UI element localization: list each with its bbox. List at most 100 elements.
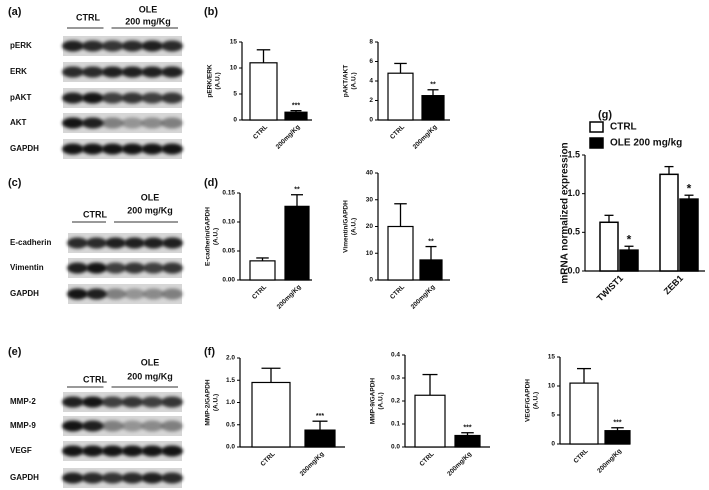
x-tick-label: 200mg/Kg <box>299 451 326 478</box>
blot-band <box>121 445 144 457</box>
blot-band <box>62 117 84 129</box>
blot-band <box>161 92 183 104</box>
row-label: E-cadherin <box>10 238 51 247</box>
panel-label: (f) <box>204 346 215 358</box>
blot-band <box>101 66 124 78</box>
bar <box>569 382 599 445</box>
blot-band <box>121 420 144 432</box>
blot-band <box>81 472 104 484</box>
blot-band <box>121 92 144 104</box>
bar <box>421 95 445 121</box>
bar <box>454 434 481 448</box>
blot-band <box>81 445 104 457</box>
y-axis-label: (A.U.) <box>351 72 358 89</box>
y-tick-label: 1.0 <box>567 188 580 198</box>
y-axis-label: (A.U.) <box>213 228 220 245</box>
blot-band <box>101 396 124 408</box>
row-label: MMP-2 <box>10 397 36 406</box>
x-tick-label: CTRL <box>389 284 406 301</box>
y-tick-label: 0.0 <box>567 265 580 275</box>
y-tick-label: 6 <box>369 58 373 65</box>
blot-band <box>81 40 104 52</box>
row-label: AKT <box>10 118 27 127</box>
y-tick-label: 0.0 <box>226 444 235 451</box>
group-label: 200 mg/Kg <box>127 371 173 381</box>
significance: *** <box>613 420 621 427</box>
significance: * <box>627 232 632 246</box>
blot-band <box>62 472 84 484</box>
panel-label: (d) <box>204 177 218 189</box>
y-tick-label: 15 <box>230 39 238 46</box>
legend-label: OLE 200 mg/kg <box>610 138 682 149</box>
row-label: pERK <box>10 41 32 50</box>
blot-band <box>101 472 124 484</box>
y-tick-label: 0 <box>369 277 373 284</box>
bar <box>414 394 446 448</box>
y-tick-label: 0 <box>369 117 373 124</box>
bar <box>284 111 308 121</box>
blot-band <box>141 66 164 78</box>
blot-band <box>86 288 107 300</box>
bar <box>249 62 278 121</box>
blot-band <box>124 288 145 300</box>
blot-band <box>101 445 124 457</box>
y-tick-label: 4 <box>369 78 373 85</box>
bar <box>304 429 336 448</box>
panel-label: (a) <box>8 6 22 18</box>
group-label: CTRL <box>83 374 107 384</box>
y-tick-label: 0.15 <box>222 190 235 197</box>
y-tick-label: 0.0 <box>391 444 400 451</box>
blot-band <box>141 472 164 484</box>
y-tick-label: 0 <box>551 441 555 448</box>
y-axis-label: (A.U.) <box>351 218 358 235</box>
bar <box>419 259 443 281</box>
y-axis-label: (A.U.) <box>533 392 540 409</box>
y-tick-label: 10 <box>548 383 556 390</box>
y-axis-label: MMP-2/GAPDH <box>205 379 212 426</box>
x-tick-label: CTRL <box>259 451 276 468</box>
y-tick-label: 0.1 <box>391 421 400 428</box>
blot-band <box>121 396 144 408</box>
x-tick-label: CTRL <box>572 448 589 465</box>
blot-band <box>161 472 183 484</box>
y-tick-label: 0.5 <box>567 227 580 237</box>
y-axis-label: pAKT/AKT <box>343 65 350 98</box>
blot-band <box>121 472 144 484</box>
legend-swatch <box>589 121 604 133</box>
row-label: Vimentin <box>10 263 44 272</box>
blot-band <box>101 117 124 129</box>
y-axis-label: (A.U.) <box>213 394 220 411</box>
panel-label: (e) <box>8 346 22 358</box>
y-tick-label: 40 <box>366 170 374 177</box>
y-axis-label: (A.U.) <box>378 392 385 409</box>
bar <box>249 260 276 281</box>
significance: ** <box>294 187 300 194</box>
blot-band <box>67 262 88 274</box>
blot-band <box>105 262 126 274</box>
bar <box>679 198 699 272</box>
blot-band <box>141 420 164 432</box>
x-tick-label: CTRL <box>251 284 268 301</box>
x-tick-label: 200mg/Kg <box>412 124 439 151</box>
blot-band <box>101 40 124 52</box>
y-axis-label: (A.U.) <box>215 72 222 89</box>
x-tick-label: CTRL <box>418 451 435 468</box>
bar <box>387 225 414 281</box>
blot-band <box>141 40 164 52</box>
bar <box>619 249 639 272</box>
bar <box>599 221 619 272</box>
legend-label: CTRL <box>610 122 637 133</box>
y-tick-label: 2 <box>369 97 373 104</box>
row-label: MMP-9 <box>10 421 36 430</box>
group-label: OLE <box>139 4 158 14</box>
y-axis-label: E-cadherin/GAPDH <box>205 207 212 266</box>
blot-band <box>161 420 183 432</box>
blot-band <box>81 117 104 129</box>
blot-band <box>162 262 183 274</box>
x-tick-label: CTRL <box>252 124 269 141</box>
significance: ** <box>430 82 436 89</box>
y-tick-label: 0.2 <box>391 398 400 405</box>
blot-band <box>81 66 104 78</box>
y-tick-label: 0 <box>233 117 237 124</box>
y-axis-label: VEGF/GAPDH <box>525 379 532 422</box>
